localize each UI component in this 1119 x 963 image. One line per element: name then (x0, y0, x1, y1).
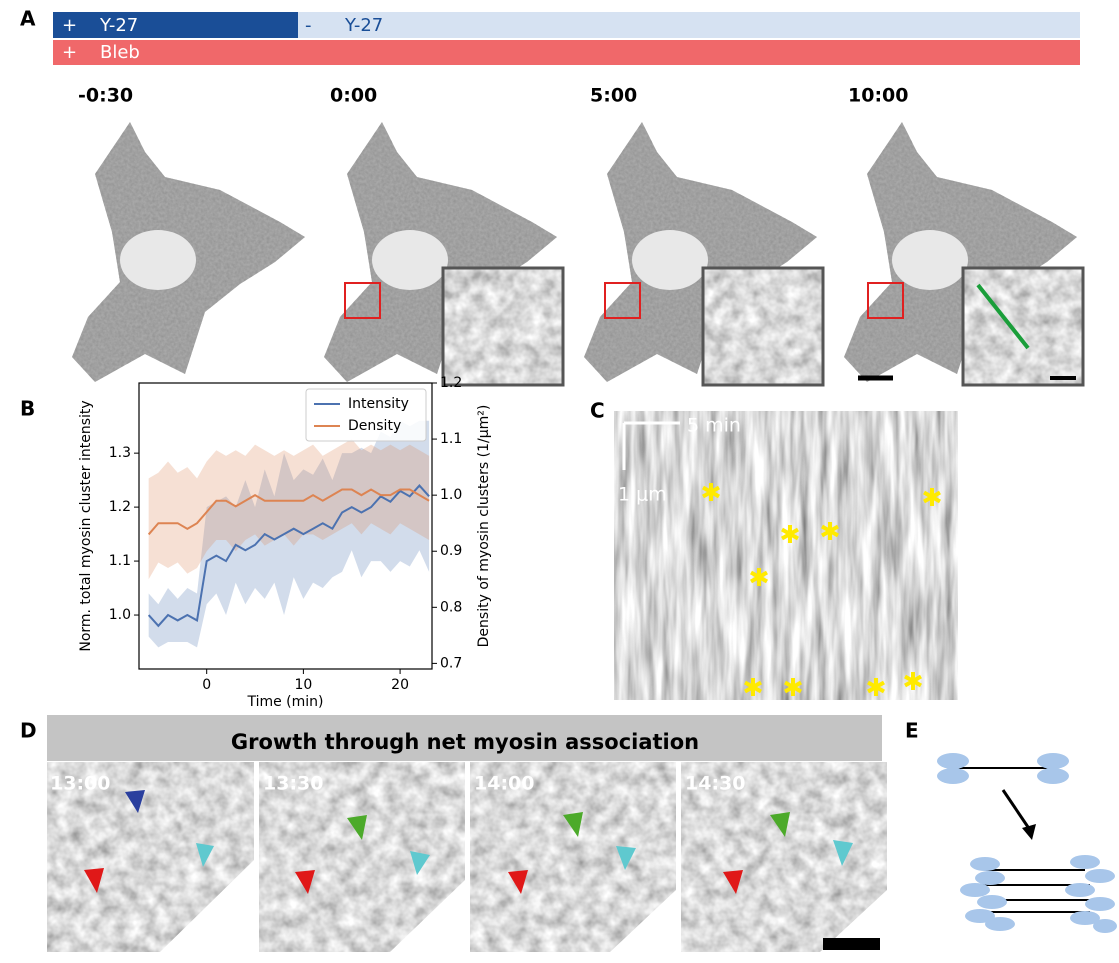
treatment-sign: + (62, 42, 77, 63)
kymograph (614, 411, 958, 700)
y2-tick-label: 1.0 (440, 487, 462, 503)
d-images (47, 762, 887, 952)
y2-axis-label: Density of myosin clusters (1/μm²) (476, 405, 492, 648)
panel-label: C (590, 399, 605, 423)
x-axis-label: Time (min) (246, 694, 323, 710)
panel-label: A (20, 7, 36, 31)
y2-tick-label: 0.8 (440, 599, 462, 615)
treatment-bar (298, 12, 1080, 38)
time-label: -0:30 (78, 85, 133, 107)
figure: A + Y-27 - Y-27 + Bleb -0:30 0:00 5:00 1… (0, 0, 1119, 959)
treatment-name: Bleb (100, 42, 140, 63)
y2-tick-label: 0.7 (440, 655, 462, 671)
legend-label: Intensity (348, 396, 409, 412)
y-tick-label: 1.2 (109, 499, 131, 515)
y-tick-label: 1.0 (109, 607, 131, 623)
y-tick-label: 1.3 (109, 445, 131, 461)
x-tick-label: 10 (294, 677, 312, 693)
y-axis-label: Norm. total myosin cluster intensity (78, 400, 94, 651)
scale-time: 5 min (687, 415, 741, 437)
panel-label: E (905, 719, 919, 743)
treatment-sign: + (62, 15, 77, 36)
scale-bar (823, 938, 880, 950)
time-label: 0:00 (330, 85, 377, 107)
x-tick-label: 0 (202, 677, 211, 693)
time-label: 14:30 (685, 773, 745, 795)
myosin-diagram (937, 753, 1117, 933)
legend-label: Density (348, 418, 401, 434)
panel-label: D (20, 719, 37, 743)
treatment-bar (53, 12, 298, 38)
y2-tick-label: 0.9 (440, 543, 462, 559)
treatment-name: Y-27 (99, 15, 138, 36)
panel-d-title: Growth through net myosin association (231, 730, 699, 754)
panel-label: B (20, 397, 35, 421)
treatment-name: Y-27 (344, 15, 383, 36)
x-tick-label: 20 (391, 677, 409, 693)
time-label: 13:00 (50, 773, 110, 795)
treatment-bar (53, 40, 1080, 65)
scale-length: 1 μm (618, 484, 667, 506)
y2-tick-label: 1.2 (440, 375, 462, 391)
chart: 0 10 20 1.0 1.1 1.2 1.3 0.7 0.8 0.9 1.0 1.1 1.2 Time … (78, 375, 492, 710)
cell-image (72, 122, 305, 382)
time-label: 10:00 (848, 85, 908, 107)
time-label: 13:30 (263, 773, 323, 795)
y2-tick-label: 1.1 (440, 431, 462, 447)
insets (443, 268, 1083, 385)
time-label: 5:00 (590, 85, 637, 107)
time-label: 14:00 (474, 773, 534, 795)
y-tick-label: 1.1 (109, 553, 131, 569)
treatment-sign: - (305, 15, 312, 36)
